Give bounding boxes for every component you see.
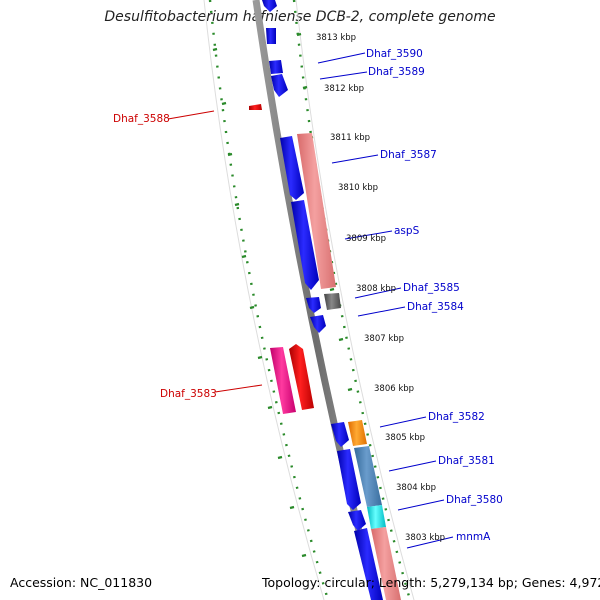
tick-label: 3810 kbp [338, 183, 378, 193]
label-leaders [167, 52, 454, 549]
gene-dhaf-3584 [310, 315, 326, 333]
gene-label-mnma[interactable]: mnmA [456, 531, 491, 543]
leader-dhaf-3585 [354, 287, 402, 299]
gene-label-dhaf-3583[interactable]: Dhaf_3583 [160, 388, 217, 400]
gene-dhaf-3583-magenta [270, 347, 296, 414]
tick-label: 3805 kbp [385, 433, 425, 443]
reverse-strand-genes [249, 104, 314, 414]
accession-text: Accession: NC_011830 [10, 575, 153, 590]
gene-dhaf-3581 [337, 449, 361, 510]
genome-summary-text: Topology: circular; Length: 5,279,134 bp… [262, 575, 600, 590]
gene-label-dhaf-3580[interactable]: Dhaf_3580 [446, 494, 503, 506]
gene-dhaf-3580 [348, 510, 366, 531]
leader-dhaf-3581 [388, 460, 437, 472]
tick-label: 3813 kbp [316, 33, 356, 43]
leader-dhaf-3583 [214, 384, 263, 393]
gene-dhaf-3587 [280, 136, 304, 200]
leader-dhaf-3580 [397, 499, 445, 511]
gene-mnmA [354, 528, 383, 600]
tick-label: 3809 kbp [346, 234, 386, 244]
gene-label-dhaf-3588[interactable]: Dhaf_3588 [113, 113, 170, 125]
leader-dhaf-3582 [379, 416, 427, 428]
feature-pink-3587 [297, 133, 336, 289]
feature-cyan-3580 [367, 505, 386, 529]
leader-dhaf-3587 [331, 154, 379, 164]
tick-label: 3803 kbp [405, 533, 445, 543]
tick-label: 3804 kbp [396, 483, 436, 493]
forward-strand-genes [262, 0, 383, 600]
leader-mnma [406, 536, 454, 549]
gene-labels: Dhaf_3590 Dhaf_3589 Dhaf_3588 Dhaf_3587 … [113, 48, 503, 543]
gene-label-dhaf-3585[interactable]: Dhaf_3585 [403, 282, 460, 294]
gene-label-dhaf-3584[interactable]: Dhaf_3584 [407, 301, 464, 313]
gene-dhaf-3590b [266, 28, 276, 44]
gene-label-dhaf-3581[interactable]: Dhaf_3581 [438, 455, 495, 467]
outer-features [297, 133, 401, 600]
feature-pink-mnma [371, 527, 401, 600]
gene-dhaf-3589a [269, 60, 283, 74]
tick-label: 3812 kbp [324, 84, 364, 94]
tick-label: 3806 kbp [374, 384, 414, 394]
outer-guide-line [295, 0, 415, 600]
feature-gray-3585 [324, 293, 341, 310]
leader-dhaf-3589 [319, 71, 368, 80]
gene-asps [291, 200, 319, 290]
inner-guide-line [203, 0, 325, 600]
tick-label: 3808 kbp [356, 284, 396, 294]
gene-dhaf-3585 [306, 297, 321, 313]
gene-label-asps[interactable]: aspS [394, 225, 420, 237]
feature-steel-3581 [354, 446, 382, 507]
leader-dhaf-3584 [357, 306, 406, 317]
gene-dhaf-3589 [271, 74, 288, 97]
leader-dhaf-3590 [317, 52, 366, 64]
feature-orange-3582 [348, 420, 367, 446]
gene-label-dhaf-3590[interactable]: Dhaf_3590 [366, 48, 423, 60]
tick-label: 3811 kbp [330, 133, 370, 143]
genome-title: Desulfitobacterium hafniense DCB-2, comp… [104, 9, 496, 25]
tick-label: 3807 kbp [364, 334, 404, 344]
leader-dhaf-3588 [167, 110, 215, 120]
gene-label-dhaf-3582[interactable]: Dhaf_3582 [428, 411, 485, 423]
leader-asps [344, 230, 393, 240]
gene-dhaf-3588 [249, 104, 262, 110]
kbp-tick-labels: 3813 kbp 3812 kbp 3811 kbp 3810 kbp 3809… [316, 33, 445, 543]
gene-label-dhaf-3587[interactable]: Dhaf_3587 [380, 149, 437, 161]
gene-dhaf-3583 [289, 344, 314, 410]
gene-dhaf-3582 [331, 422, 349, 447]
gene-dhaf-3590 [262, 0, 277, 12]
gene-label-dhaf-3589[interactable]: Dhaf_3589 [368, 66, 425, 78]
